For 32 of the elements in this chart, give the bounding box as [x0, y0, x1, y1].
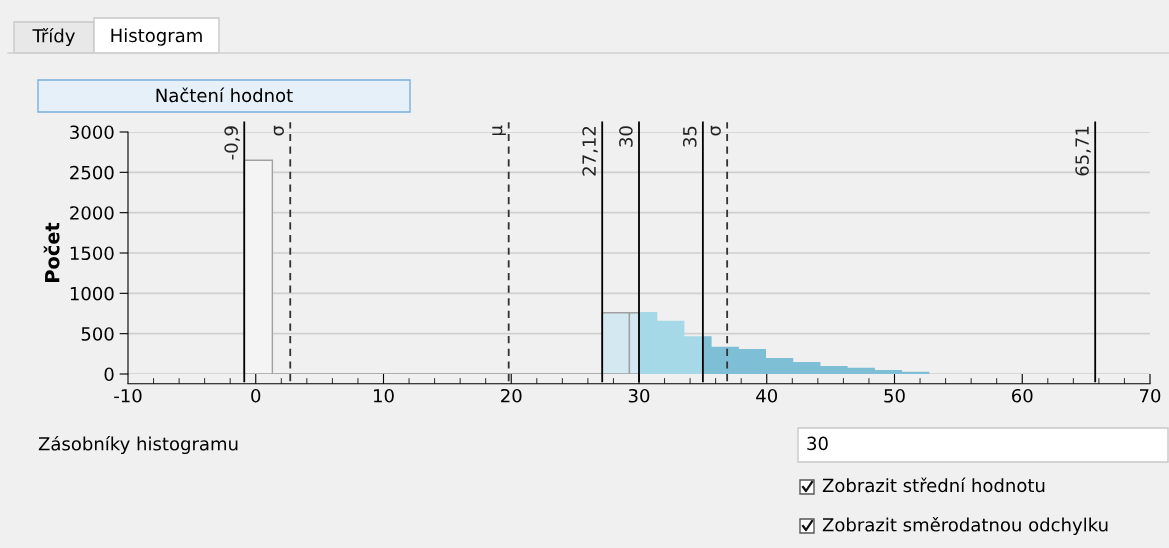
x-tick-label: 30: [628, 388, 650, 403]
x-tick-label: 0: [251, 388, 261, 403]
x-tick-label: 50: [884, 388, 905, 403]
x-tick-label: 10: [374, 388, 394, 403]
text: 30: [807, 436, 828, 451]
ref-line-label: 30: [619, 126, 633, 147]
y-axis-title: Počet: [43, 222, 60, 283]
y-tick-label: 3000: [70, 125, 114, 140]
x-tick-label: 20: [501, 388, 522, 403]
ref-line-label: -0,9: [224, 126, 240, 160]
y-tick-label: 500: [81, 327, 114, 341]
ref-line-label: σ: [273, 125, 284, 136]
x-tick-label: -10: [114, 388, 142, 403]
text: Třídy: [32, 27, 75, 47]
y-tick-label: 2500: [70, 165, 114, 180]
ref-line-label: σ: [710, 125, 721, 136]
ref-line-label: 27,12: [582, 126, 598, 176]
text: Histogram: [111, 28, 202, 46]
y-tick-label: 1000: [70, 286, 114, 301]
text: Zobrazit směrodatnou odchylku: [822, 516, 1108, 536]
y-tick-label: 0: [104, 367, 114, 382]
ref-line-label: μ: [492, 125, 506, 136]
x-tick-label: 60: [1012, 388, 1033, 403]
text: Zásobníky histogramu: [38, 435, 238, 455]
x-tick-label: 70: [1139, 388, 1161, 403]
y-tick-label: 1500: [70, 246, 114, 261]
x-tick-label: 40: [756, 388, 778, 403]
y-tick-label: 2000: [70, 206, 114, 220]
text: Zobrazit střední hodnotu: [822, 477, 1045, 493]
ref-line-label: 65,71: [1075, 126, 1091, 176]
text: Načtení hodnot: [156, 87, 293, 103]
ref-line-label: 35: [682, 126, 697, 147]
